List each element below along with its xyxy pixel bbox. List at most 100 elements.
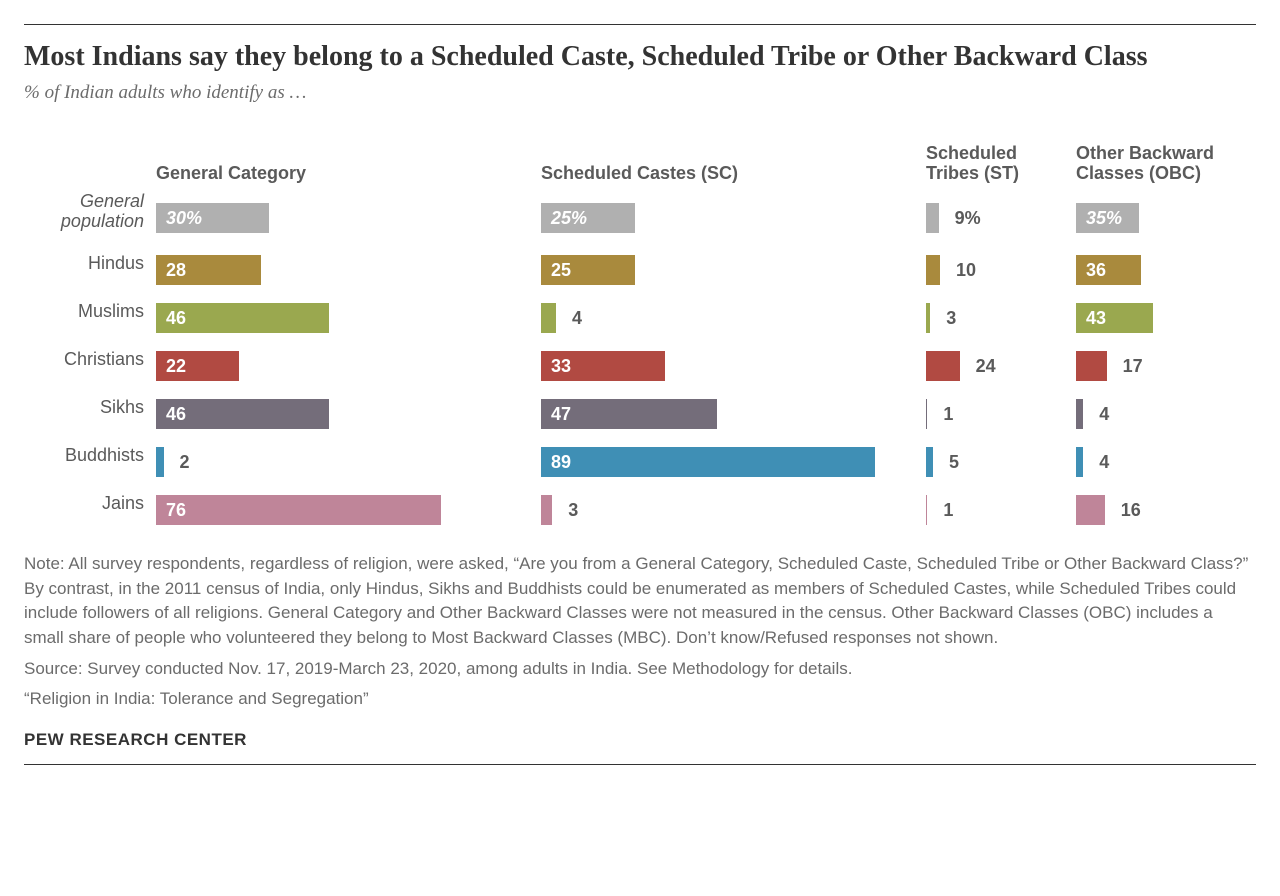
column-obc: Other Backward Classes (OBC) 35% 36 43 17 4 4 1… [1076,128,1256,534]
bar: 33 [541,351,665,381]
bar-value: 5 [939,452,959,473]
bar: 47 [541,399,717,429]
chart-subtitle: % of Indian adults who identify as … [24,82,1256,104]
column-sc: Scheduled Castes (SC) 25% 25 4 33 47 89 3 [541,128,916,534]
bar-value: 30% [156,208,202,229]
row-label-buddhists: Buddhists [24,432,156,480]
cell-hindus-sc: 25 [541,246,916,294]
cell-muslims-obc: 43 [1076,294,1256,342]
cell-jains-sc: 3 [541,486,916,534]
row-labels: General populationHindusMuslimsChristian… [24,128,156,534]
bar: 43 [1076,303,1153,333]
chart-area: General populationHindusMuslimsChristian… [24,128,1256,534]
bar [926,303,930,333]
cell-genpop-obc: 35% [1076,190,1256,246]
cell-jains-st: 1 [926,486,1066,534]
bar: 46 [156,399,329,429]
row-label-christians: Christians [24,336,156,384]
column-st: Scheduled Tribes (ST)9%10324151 [926,128,1066,534]
bar-value: 4 [1089,404,1109,425]
cell-sikhs-gc: 46 [156,390,531,438]
bar: 46 [156,303,329,333]
cell-hindus-gc: 28 [156,246,531,294]
bar-value: 35% [1076,208,1122,229]
bar-value: 1 [933,404,953,425]
bar-value: 43 [1076,308,1106,329]
bar-value: 1 [933,500,953,521]
column-header-gc: General Category [156,128,531,190]
bar: 22 [156,351,239,381]
bar-value: 33 [541,356,571,377]
bar [926,351,960,381]
chart-note: Note: All survey respondents, regardless… [24,552,1256,651]
bar: 30% [156,203,269,233]
bar: 25% [541,203,635,233]
bar [156,447,164,477]
bar [926,399,927,429]
bar-value: 89 [541,452,571,473]
cell-christians-gc: 22 [156,342,531,390]
row-label-genpop: General population [24,184,156,240]
bar [541,495,552,525]
cell-christians-obc: 17 [1076,342,1256,390]
bar: 89 [541,447,875,477]
bar-value: 4 [1089,452,1109,473]
cell-christians-st: 24 [926,342,1066,390]
row-label-hindus: Hindus [24,240,156,288]
row-label-jains: Jains [24,480,156,528]
bar: 35% [1076,203,1139,233]
bar-value: 28 [156,260,186,281]
bar-value: 76 [156,500,186,521]
cell-genpop-gc: 30% [156,190,531,246]
bar [1076,351,1107,381]
bar [1076,495,1105,525]
bar [1076,399,1083,429]
cell-sikhs-obc: 4 [1076,390,1256,438]
column-header-sc: Scheduled Castes (SC) [541,128,916,190]
cell-sikhs-st: 1 [926,390,1066,438]
cell-genpop-st: 9% [926,190,1066,246]
bar [541,303,556,333]
bar-value: 17 [1113,356,1143,377]
chart-container: Most Indians say they belong to a Schedu… [24,24,1256,765]
bar-value: 24 [966,356,996,377]
chart-columns: General Category 30% 28 46 22 46 2 76 Scheduled … [156,128,1256,534]
bar: 28 [156,255,261,285]
bar-value: 10 [946,260,976,281]
bar [926,447,933,477]
column-header-st: Scheduled Tribes (ST) [926,128,1066,190]
bar [1076,447,1083,477]
chart-report-title: “Religion in India: Tolerance and Segreg… [24,687,1256,712]
chart-footer: PEW RESEARCH CENTER [24,730,1256,765]
chart-title: Most Indians say they belong to a Schedu… [24,39,1256,74]
bar-value: 25 [541,260,571,281]
cell-buddhists-gc: 2 [156,438,531,486]
cell-hindus-st: 10 [926,246,1066,294]
bar-value: 9% [945,208,981,229]
bar-value: 46 [156,308,186,329]
cell-jains-gc: 76 [156,486,531,534]
cell-muslims-sc: 4 [541,294,916,342]
cell-buddhists-st: 5 [926,438,1066,486]
header-spacer [24,128,156,184]
bar-value: 2 [170,452,190,473]
column-header-obc: Other Backward Classes (OBC) [1076,128,1256,190]
cell-hindus-obc: 36 [1076,246,1256,294]
bar-value: 4 [562,308,582,329]
bar-value: 3 [558,500,578,521]
bar [926,203,939,233]
row-label-muslims: Muslims [24,288,156,336]
cell-jains-obc: 16 [1076,486,1256,534]
column-gc: General Category 30% 28 46 22 46 2 76 [156,128,531,534]
cell-muslims-gc: 46 [156,294,531,342]
bar-value: 22 [156,356,186,377]
cell-christians-sc: 33 [541,342,916,390]
bar: 36 [1076,255,1141,285]
cell-sikhs-sc: 47 [541,390,916,438]
bar-value: 47 [541,404,571,425]
bar [926,495,927,525]
bar-value: 46 [156,404,186,425]
chart-source: Source: Survey conducted Nov. 17, 2019-M… [24,657,1256,682]
cell-buddhists-obc: 4 [1076,438,1256,486]
cell-genpop-sc: 25% [541,190,916,246]
